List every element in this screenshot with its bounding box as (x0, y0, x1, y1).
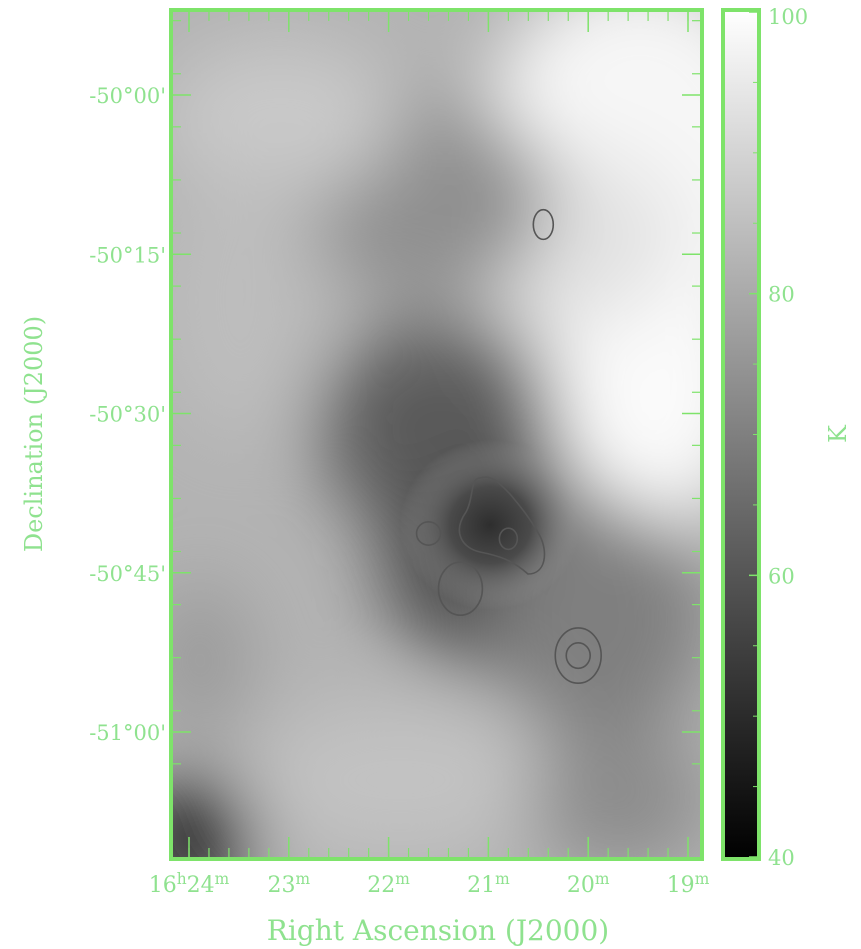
contour-line (437, 561, 484, 617)
colorbar-label: K (824, 424, 852, 443)
contour-line (498, 527, 519, 551)
y-tick-label: -50°45' (89, 562, 166, 586)
colorbar-axis: 100 80 60 40 (749, 5, 808, 870)
y-axis: -50°00' -50°15' -50°30' -50°45' -51°00' (89, 20, 702, 765)
colorbar-tick-label: 40 (768, 846, 795, 870)
contour-line (532, 208, 555, 241)
colorbar: 100 80 60 40 K (721, 5, 852, 870)
y-tick-label: -50°15' (89, 243, 166, 267)
contour-line (565, 642, 591, 670)
y-tick-label: -50°30' (89, 403, 166, 427)
x-tick-label: 22m (367, 870, 410, 898)
contour-line (458, 476, 546, 575)
contour-line (554, 627, 602, 684)
x-axis: 16h24m 23m 22m 21m 20m 19m (149, 10, 710, 898)
plot-frame (169, 8, 704, 861)
x-axis-title: Right Ascension (J2000) (267, 914, 609, 947)
y-tick-label: -51°00' (89, 721, 166, 745)
x-tick-label: 16h24m (149, 870, 230, 898)
y-tick-label: -50°00' (89, 84, 166, 108)
colorbar-tick-label: 80 (768, 283, 795, 307)
x-tick-label: 21m (467, 870, 510, 898)
colorbar-tick-label: 100 (768, 5, 808, 29)
x-tick-label: 19m (667, 870, 710, 898)
heatmap-image (171, 10, 702, 859)
contour-line (415, 520, 442, 546)
x-tick-label: 20m (567, 870, 610, 898)
contour-overlay (415, 208, 602, 684)
x-tick-label: 23m (267, 870, 310, 898)
y-axis-title: Declination (J2000) (20, 316, 48, 552)
colorbar-tick-label: 60 (768, 564, 795, 588)
